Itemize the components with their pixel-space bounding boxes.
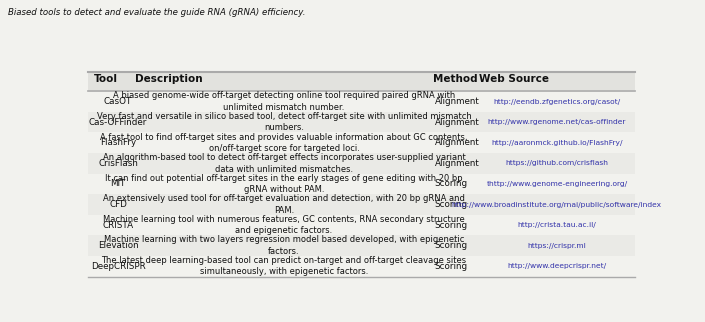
- Bar: [88, 235, 634, 256]
- Text: Machine learning with two layers regression model based developed, with epigenet: Machine learning with two layers regress…: [104, 235, 464, 256]
- Bar: [88, 72, 634, 90]
- Text: A fast tool to find off-target sites and provides valuable information about GC : A fast tool to find off-target sites and…: [100, 133, 467, 153]
- Text: Elevation: Elevation: [98, 241, 138, 250]
- Text: http://aaronmck.github.io/FlashFry/: http://aaronmck.github.io/FlashFry/: [491, 140, 623, 146]
- Text: An extensively used tool for off-target evaluation and detection, with 20 bp gRN: An extensively used tool for off-target …: [103, 194, 465, 215]
- Text: Alignment: Alignment: [434, 138, 479, 147]
- Bar: [88, 132, 634, 153]
- Text: https://github.com/crisflash: https://github.com/crisflash: [505, 160, 608, 166]
- Bar: [88, 174, 634, 194]
- Text: Web Source: Web Source: [479, 74, 548, 84]
- Text: http://crista.tau.ac.il/: http://crista.tau.ac.il/: [517, 222, 596, 228]
- Text: Tool: Tool: [94, 74, 118, 84]
- Text: FlashFry: FlashFry: [100, 138, 136, 147]
- Bar: [88, 194, 634, 215]
- Bar: [88, 153, 634, 174]
- Bar: [88, 112, 634, 132]
- Text: Description: Description: [135, 74, 202, 84]
- Text: Method: Method: [434, 74, 478, 84]
- Text: Biased tools to detect and evaluate the guide RNA (gRNA) efficiency.: Biased tools to detect and evaluate the …: [8, 8, 306, 17]
- Text: Cas-OFFinder: Cas-OFFinder: [89, 118, 147, 127]
- Bar: [88, 256, 634, 277]
- Text: CRISTA: CRISTA: [103, 221, 134, 230]
- Text: Scoring: Scoring: [434, 179, 467, 188]
- Bar: [88, 215, 634, 235]
- Text: Scoring: Scoring: [434, 262, 467, 271]
- Text: Alignment: Alignment: [434, 159, 479, 168]
- Text: The latest deep learning-based tool can predict on-target and off-target cleavag: The latest deep learning-based tool can …: [102, 256, 467, 277]
- Text: DeepCRISPR: DeepCRISPR: [91, 262, 145, 271]
- Text: CrisFlash: CrisFlash: [98, 159, 138, 168]
- Text: Machine learning tool with numerous features, GC contents, RNA secondary structu: Machine learning tool with numerous feat…: [103, 215, 465, 235]
- Text: http://www.deepcrispr.net/: http://www.deepcrispr.net/: [508, 263, 606, 269]
- Text: An algorithm-based tool to detect off-target effects incorporates user-supplied : An algorithm-based tool to detect off-ta…: [103, 153, 465, 174]
- Text: http://www.rgenome.net/cas-offinder: http://www.rgenome.net/cas-offinder: [488, 119, 626, 125]
- Text: Alignment: Alignment: [434, 118, 479, 127]
- Text: CasOT: CasOT: [104, 97, 133, 106]
- Text: It can find out potential off-target sites in the early stages of gene editing w: It can find out potential off-target sit…: [105, 174, 462, 194]
- Text: CFD: CFD: [109, 200, 127, 209]
- Text: http://eendb.zfgenetics.org/casot/: http://eendb.zfgenetics.org/casot/: [493, 99, 620, 105]
- Text: Very fast and versatile in silico based tool, detect off-target site with unlimi: Very fast and versatile in silico based …: [97, 112, 472, 132]
- Text: A biased genome-wide off-target detecting online tool required paired gRNA with
: A biased genome-wide off-target detectin…: [113, 91, 455, 112]
- Text: http://www.broadinstitute.org/rnai/public/software/index: http://www.broadinstitute.org/rnai/publi…: [452, 202, 662, 207]
- Bar: [88, 91, 634, 112]
- Text: Scoring: Scoring: [434, 241, 467, 250]
- Text: thttp://www.genome-engineering.org/: thttp://www.genome-engineering.org/: [486, 181, 627, 187]
- Text: Scoring: Scoring: [434, 200, 467, 209]
- Text: Alignment: Alignment: [434, 97, 479, 106]
- Text: Scoring: Scoring: [434, 221, 467, 230]
- Text: MIT: MIT: [111, 179, 126, 188]
- Text: https://crispr.ml: https://crispr.ml: [527, 243, 587, 249]
